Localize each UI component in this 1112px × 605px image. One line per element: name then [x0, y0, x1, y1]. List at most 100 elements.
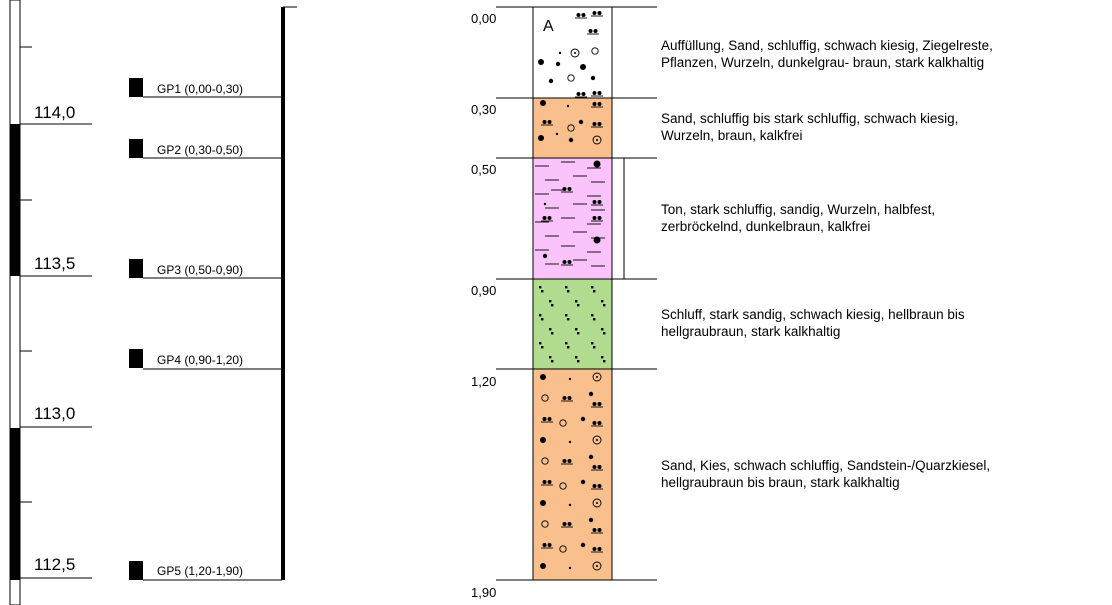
soil-layer-5-pattern [540, 372, 603, 571]
layer-description-2: Sand, schluffig bis stark schluffig, sch… [661, 110, 958, 144]
silt-grain-symbol [601, 300, 604, 303]
silt-symbol-dot [597, 91, 602, 95]
gravel-ring-symbol [567, 74, 575, 82]
gravel-dot-symbol [540, 500, 546, 506]
silt-symbol-dot [592, 547, 597, 551]
gravel-dot-symbol [568, 440, 572, 444]
soil-layer-2 [532, 97, 613, 159]
silt-symbol-dot [547, 216, 552, 220]
scale-bar-black-segment-2 [10, 428, 20, 580]
silt-symbol-dot [592, 528, 597, 532]
layer-description-4-line-2: hellgraubraun, stark kalkhaltig [661, 324, 841, 339]
stone-ring-symbol [570, 48, 580, 58]
scale-bar-frame [9, 0, 21, 605]
silt-grain-symbol [593, 290, 596, 293]
silt-grain-symbol [575, 300, 578, 303]
scale-bar-black-segment-1 [10, 124, 20, 276]
gravel-dot-symbol [538, 135, 544, 141]
silt-grain-symbol [603, 360, 606, 363]
stone-ring-center [596, 502, 598, 504]
silt-symbol-dot [597, 547, 602, 551]
fill-symbol-letter: A [543, 18, 554, 35]
silt-symbol-dot [567, 459, 572, 463]
silt-grain-symbol [577, 332, 580, 335]
gravel-dot-symbol [566, 104, 570, 108]
depth-label-1-20: 1,20 [471, 374, 497, 389]
depth-label-0-50: 0,50 [471, 162, 497, 177]
silt-symbol-dot [597, 402, 602, 406]
silt-symbol-dot [592, 11, 597, 15]
silt-symbol-dot [597, 465, 602, 469]
silt-grain-symbol [593, 346, 596, 349]
layer-description-2-line-2: Wurzeln, braun, kalkfrei [661, 128, 803, 143]
silt-symbol-dot [562, 187, 567, 191]
silt-grain-symbol [591, 342, 594, 345]
silt-symbol-dot [592, 402, 597, 406]
gravel-dot-symbol [558, 51, 562, 55]
layer-description-3-line-2: zerbröckelnd, dunkelbraun, kalkfrei [661, 219, 871, 234]
silt-grain-symbol [539, 286, 542, 289]
silt-symbol-dot [597, 528, 602, 532]
gravel-ring-symbol [591, 47, 599, 55]
silt-symbol-dot [597, 216, 602, 220]
silt-symbol-dot [562, 459, 567, 463]
gravel-dot-symbol [590, 75, 596, 81]
silt-grain-symbol [567, 290, 570, 293]
silt-grain-symbol [565, 342, 568, 345]
silt-grain-symbol [575, 328, 578, 331]
silt-grain-symbol [549, 356, 552, 359]
silt-symbol-dot [576, 92, 581, 96]
stone-ring-center [596, 565, 598, 567]
silt-grain-symbol [549, 328, 552, 331]
silt-symbol-dot [592, 484, 597, 488]
gravel-dot-symbol [540, 563, 546, 569]
soil-layer-1 [532, 6, 613, 99]
gravel-ring-symbol [559, 419, 567, 427]
sample-markers [129, 78, 282, 581]
silt-symbol-dot [567, 187, 572, 191]
gravel-ring-symbol [541, 457, 549, 465]
stone-ring-center [596, 376, 598, 378]
layer-description-5: Sand, Kies, schwach schluffig, Sandstein… [661, 457, 990, 491]
gravel-dot-symbol [593, 236, 601, 244]
silt-grain-symbol [551, 304, 554, 307]
gravel-dot-symbol [540, 437, 546, 443]
silt-grain-symbol [551, 332, 554, 335]
gravel-dot-symbol [543, 202, 547, 206]
silt-grain-symbol [601, 356, 604, 359]
gravel-ring-symbol [567, 124, 575, 132]
silt-grain-symbol [541, 318, 544, 321]
silt-grain-symbol [591, 286, 594, 289]
gravel-dot-symbol [593, 160, 601, 168]
silt-symbol-dot [597, 102, 602, 106]
gravel-dot-symbol [578, 119, 584, 125]
layer-description-1-line-1: Auffüllung, Sand, schluffig, schwach kie… [661, 38, 993, 53]
sample-label-gp3: GP3 (0,50-0,90) [157, 263, 244, 277]
sample-label-gp1: GP1 (0,00-0,30) [157, 82, 244, 96]
silt-symbol-dot [576, 13, 581, 17]
sample-marker-gp3 [129, 259, 143, 278]
gravel-dot-symbol [568, 566, 572, 570]
silt-grain-symbol [591, 314, 594, 317]
silt-grain-symbol [539, 314, 542, 317]
silt-symbol-dot [592, 102, 597, 106]
layer-description-3-line-1: Ton, stark schluffig, sandig, Wurzeln, h… [661, 202, 936, 217]
silt-grain-symbol [577, 304, 580, 307]
gravel-dot-symbol [580, 479, 586, 485]
elevation-label-113-5: 113,5 [34, 254, 76, 273]
gravel-ring-symbol [541, 520, 549, 528]
silt-grain-symbol [577, 360, 580, 363]
silt-symbol-dot [567, 396, 572, 400]
silt-symbol-dot [547, 417, 552, 421]
silt-grain-symbol [565, 286, 568, 289]
layer-description-5-line-2: hellgraubraun bis braun, stark kalkhalti… [661, 475, 900, 490]
gravel-dot-symbol [568, 377, 572, 381]
silt-symbol-dot [593, 29, 598, 33]
silt-symbol-dot [547, 120, 552, 124]
silt-symbol-dot [597, 484, 602, 488]
stone-ring-symbol [592, 435, 602, 445]
silt-symbol-dot [592, 216, 597, 220]
silt-symbol-dot [547, 543, 552, 547]
layer-description-5-line-1: Sand, Kies, schwach schluffig, Sandstein… [661, 458, 991, 473]
depth-label-0-90: 0,90 [471, 283, 497, 298]
